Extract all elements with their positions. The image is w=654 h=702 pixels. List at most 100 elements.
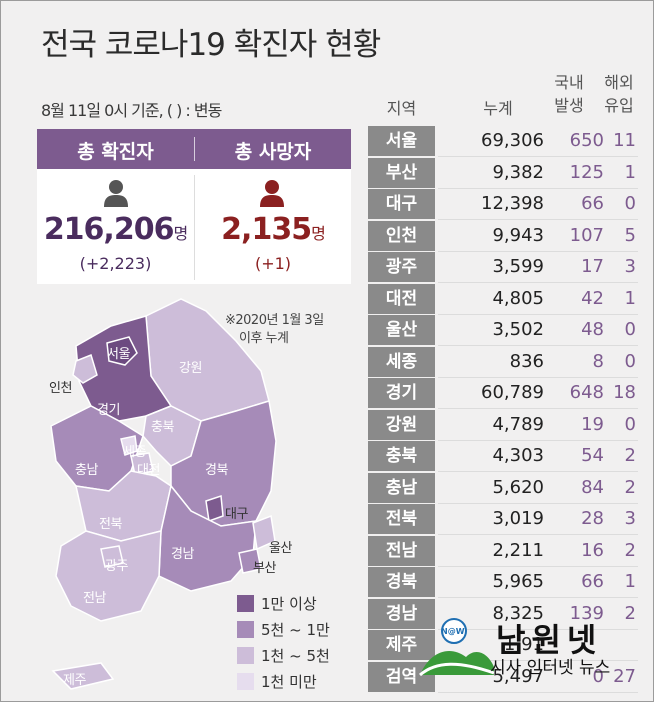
deaths-total: 2,135명: [221, 212, 326, 247]
row-divider: [438, 502, 638, 504]
watermark-subtitle: 시사 인터넷 뉴스: [490, 658, 611, 678]
cumulative-cell: 69,306: [481, 130, 544, 151]
cumulative-cell: 4,805: [492, 287, 544, 309]
map-region-gwangju: [100, 545, 124, 568]
cumulative-cell: 836: [509, 350, 544, 372]
legend-label: 5천 ~ 1만: [261, 621, 330, 639]
cumulative-cell: 5,965: [492, 571, 544, 592]
watermark-emblem: [419, 618, 495, 677]
map-label-gyeongnam: 경남: [171, 547, 194, 562]
map-region-seoul: [106, 336, 138, 366]
cumulative-cell: 12,398: [481, 193, 544, 214]
region-cell: 세종: [368, 346, 435, 377]
overseas-cell: 0: [624, 193, 636, 214]
summary-divider: [194, 175, 195, 280]
table-row: 전북 3,019 28 3: [368, 504, 638, 536]
cumulative-cell: 3,019: [492, 508, 544, 529]
region-cell: 경기: [368, 378, 435, 408]
row-divider: [438, 471, 638, 472]
map-label-busan: 부산: [253, 561, 276, 576]
cumulative-cell: 4,303: [492, 445, 544, 466]
table-row: 충남 5,620 84 2: [368, 472, 638, 505]
legend-label: 1천 ~ 5천: [261, 647, 330, 665]
domestic-cell: 8: [592, 350, 604, 372]
row-divider: [438, 156, 638, 157]
region-cell: 전북: [368, 504, 435, 534]
cumulative-note: ※2020년 1월 3일 이후 누계: [225, 312, 324, 348]
legend-swatch: [237, 647, 254, 664]
domestic-cell: 48: [581, 319, 604, 340]
cumulative-cell: 3,502: [492, 319, 544, 340]
map-region-daejeon: [130, 452, 154, 476]
watermark-logo: N@W 남원넷 시사 인터넷 뉴스: [416, 613, 636, 685]
row-divider: [438, 345, 638, 346]
domestic-cell: 139: [569, 602, 604, 624]
domestic-cell: 54: [581, 445, 604, 466]
row-divider: [438, 565, 638, 567]
region-cell: 충북: [368, 441, 435, 471]
map-label-sejong: 세종: [123, 445, 146, 460]
region-cell: 울산: [368, 315, 435, 345]
overseas-cell: 18: [613, 382, 636, 403]
map-label-gwangju: 광주: [105, 559, 128, 574]
overseas-cell: 27: [613, 665, 636, 687]
map-region-gyeongnam: [158, 484, 257, 592]
overseas-cell: 2: [624, 602, 636, 624]
legend-label: 1천 미만: [261, 673, 317, 691]
page-title: 전국 코로나19 확진자 현황: [41, 27, 381, 63]
reference-date: 8월 11일 0시 기준, ( ) : 변동: [41, 101, 222, 120]
confirmed-delta: (+2,223): [79, 254, 152, 273]
map-label-ulsan: 울산: [269, 541, 292, 556]
table-row: 충북 4,303 54 2: [368, 441, 638, 473]
map-region-jeonnam: [55, 530, 162, 622]
note-line: ※2020년 1월 3일: [225, 313, 324, 328]
map-region-ulsan: [252, 514, 276, 551]
column-header-overseas: 해외 유입: [604, 73, 634, 115]
overseas-cell: 0: [624, 350, 636, 372]
region-cell: 광주: [368, 252, 435, 282]
row-divider: [438, 408, 638, 409]
cumulative-cell: 60,789: [481, 382, 544, 403]
region-cell: 서울: [368, 126, 435, 156]
overseas-cell: 1: [624, 161, 636, 183]
domestic-cell: 28: [581, 508, 604, 529]
map-label-daegu: 대구: [225, 507, 248, 522]
column-header-cumulative: 누계: [483, 99, 513, 118]
domestic-cell: 16: [581, 539, 604, 561]
overseas-cell: 3: [624, 508, 636, 529]
region-cell: 대구: [368, 189, 435, 219]
map-label-seoul: 서울: [107, 347, 130, 362]
cumulative-cell: 5,620: [492, 476, 544, 498]
watermark-title: 남원넷: [496, 621, 603, 659]
table-row: 울산 3,502 48 0: [368, 315, 638, 347]
row-divider: [438, 187, 638, 189]
legend-swatch: [237, 595, 254, 612]
domestic-cell: 17: [581, 256, 604, 277]
person-icon: [104, 180, 128, 207]
domestic-cell: 84: [581, 476, 604, 498]
domestic-cell: 107: [569, 224, 604, 246]
overseas-cell: 3: [624, 256, 636, 277]
overseas-cell: 1: [624, 571, 636, 592]
column-header-region: 지역: [386, 99, 417, 118]
overseas-cell: 11: [613, 130, 636, 151]
table-row: 대구 12,398 66 0: [368, 189, 638, 221]
row-divider: [438, 628, 638, 630]
table-row: 인천 9,943 107 5: [368, 220, 638, 253]
region-cell: 경북: [368, 567, 435, 597]
overseas-cell: 5: [624, 224, 636, 246]
overseas-cell: 2: [624, 539, 636, 561]
table-row: 경남 8,325 139 2: [368, 598, 638, 631]
overseas-cell: 1: [624, 287, 636, 309]
summary-header: 총 확진자 총 사망자: [37, 129, 351, 169]
map-label-chungbuk: 충북: [151, 420, 174, 435]
map-label-jeju: 제주: [63, 673, 86, 688]
domestic-cell: 42: [581, 287, 604, 309]
deaths-delta: (+1): [254, 254, 292, 273]
person-death-icon: [260, 180, 284, 207]
table-row: 전남 2,211 16 2: [368, 535, 638, 568]
row-divider: [438, 660, 638, 661]
map-label-chungnam: 충남: [75, 463, 98, 478]
region-cell: 검역: [368, 661, 435, 692]
region-cell: 인천: [368, 220, 435, 251]
